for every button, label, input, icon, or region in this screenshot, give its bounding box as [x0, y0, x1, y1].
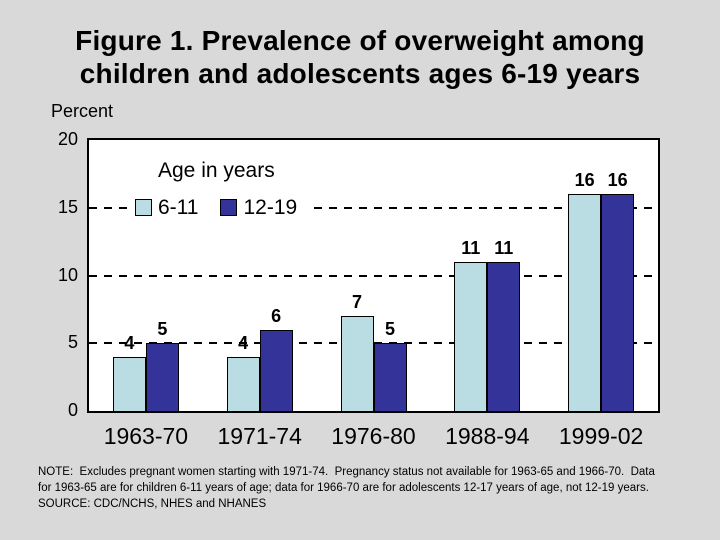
x-category-1999-02: 1999-02	[558, 423, 644, 449]
y-axis-title: Percent	[51, 101, 114, 121]
x-category-1976-80: 1976-80	[331, 423, 416, 449]
bar-12-19-1963-70	[145, 343, 179, 411]
bar-12-19-1999-02	[601, 194, 635, 411]
legend-title: Age in years	[158, 159, 275, 182]
footnote-line-source: SOURCE: CDC/NCHS, NHES and NHANES	[38, 498, 267, 510]
plot-area: Age in years 6-11 12-19 4 5 4 6 7 5 11 11 16 16	[87, 138, 660, 413]
value-label-6-11-1988-94: 11	[461, 237, 481, 258]
y-tick-15: 15	[57, 196, 78, 217]
chart-title-line2: children and adolescents ages 6-19 years	[79, 58, 641, 89]
value-label-12-19-1963-70: 5	[157, 319, 168, 340]
value-label-6-11-1999-02: 16	[574, 170, 595, 191]
y-tick-0: 0	[67, 400, 78, 420]
bar-12-19-1988-94	[487, 261, 521, 411]
bar-12-19-1976-80	[373, 343, 407, 411]
bar-12-19-1971-74	[259, 329, 293, 411]
legend-swatch-6-11	[135, 199, 152, 216]
value-label-12-19-1971-74: 6	[271, 305, 282, 326]
footnote-line-note2: for 1963-65 are for children 6-11 years …	[38, 482, 649, 494]
bar-6-11-1999-02	[568, 194, 602, 411]
value-label-12-19-1976-80: 5	[384, 319, 395, 340]
bar-6-11-1963-70	[112, 356, 146, 411]
value-label-6-11-1976-80: 7	[351, 292, 362, 313]
gridline-15	[89, 206, 658, 209]
legend-swatch-12-19	[220, 199, 238, 216]
legend-label-12-19: 12-19	[243, 196, 298, 219]
x-category-1963-70: 1963-70	[103, 423, 189, 449]
chart-title: Figure 1. Prevalence of overweight among…	[0, 24, 720, 90]
y-tick-10: 10	[57, 264, 78, 285]
footnote: NOTE: Excludes pregnant women starting w…	[38, 464, 655, 512]
bar-6-11-1971-74	[226, 356, 260, 411]
y-tick-20: 20	[57, 129, 78, 149]
gridline-10	[89, 274, 658, 277]
bar-6-11-1976-80	[340, 316, 374, 411]
footnote-line-note: NOTE: Excludes pregnant women starting w…	[38, 466, 655, 478]
x-category-1971-74: 1971-74	[217, 423, 302, 449]
value-label-6-11-1971-74: 4	[238, 332, 249, 353]
chart-title-line1: Figure 1. Prevalence of overweight among	[75, 25, 645, 56]
legend: 6-11 12-19	[132, 194, 314, 221]
bar-6-11-1988-94	[454, 261, 488, 411]
y-tick-5: 5	[67, 332, 78, 353]
value-label-12-19-1999-02: 16	[607, 170, 628, 191]
legend-label-6-11: 6-11	[158, 196, 199, 219]
value-label-12-19-1988-94: 11	[494, 237, 514, 258]
value-label-6-11-1963-70: 4	[124, 332, 135, 353]
x-category-1988-94: 1988-94	[445, 423, 530, 449]
